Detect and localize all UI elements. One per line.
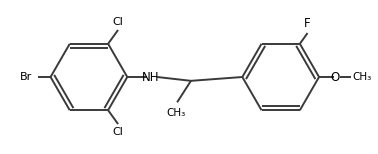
Text: CH₃: CH₃ <box>166 108 185 118</box>
Text: Cl: Cl <box>113 127 124 137</box>
Text: F: F <box>304 17 311 30</box>
Text: NH: NH <box>142 71 160 83</box>
Text: Cl: Cl <box>113 17 124 27</box>
Text: CH₃: CH₃ <box>353 72 372 82</box>
Text: O: O <box>330 71 340 83</box>
Text: Br: Br <box>20 72 32 82</box>
